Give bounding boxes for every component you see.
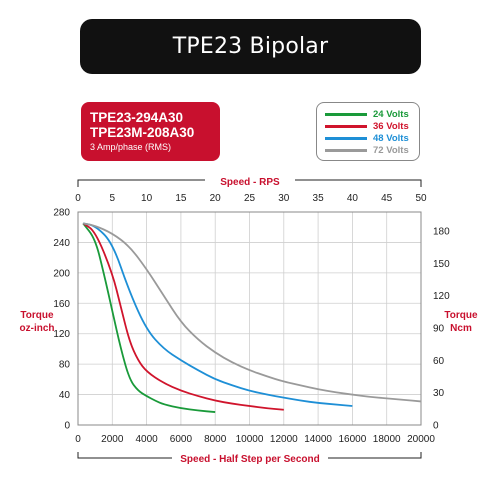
series-line bbox=[82, 222, 422, 403]
x-top-tick-label: 0 bbox=[75, 193, 81, 204]
model-rating: 3 Amp/phase (RMS) bbox=[90, 142, 172, 152]
bottom-axis-label: Speed - Half Step per Second bbox=[180, 454, 319, 465]
y-right-tick-label: 150 bbox=[433, 259, 450, 270]
y-left-tick-label: 240 bbox=[53, 238, 70, 249]
y-left-tick-label: 160 bbox=[53, 299, 70, 310]
y-left-tick-label: 0 bbox=[64, 421, 70, 432]
legend-swatch bbox=[325, 112, 367, 116]
y-right-tick-label: 60 bbox=[433, 356, 445, 367]
y-left-tick-label: 280 bbox=[53, 208, 70, 219]
x-top-tick-label: 20 bbox=[210, 193, 222, 204]
legend-label: 36 Volts bbox=[373, 120, 409, 132]
bottom-axis-bracket-left bbox=[77, 452, 172, 459]
right-axis-label-line1: Torque bbox=[444, 310, 478, 321]
legend-label: 48 Volts bbox=[373, 132, 409, 144]
legend-swatch bbox=[325, 148, 367, 152]
series-line bbox=[82, 222, 216, 413]
legend-swatch bbox=[325, 136, 367, 140]
model-line-2: TPE23M-208A30 bbox=[90, 125, 195, 140]
y-left-tick-label: 200 bbox=[53, 268, 70, 279]
legend-item: 72 Volts bbox=[325, 144, 409, 156]
y-left-tick-label: 40 bbox=[59, 390, 71, 401]
model-line-1: TPE23-294A30 bbox=[90, 110, 184, 125]
legend-item: 24 Volts bbox=[325, 108, 409, 120]
x-top-tick-label: 50 bbox=[415, 193, 427, 204]
x-top-tick-label: 45 bbox=[381, 193, 393, 204]
left-axis-label-line1: Torque bbox=[20, 310, 54, 321]
y-right-tick-label: 180 bbox=[433, 227, 450, 238]
x-top-tick-label: 40 bbox=[347, 193, 359, 204]
x-bottom-tick-label: 6000 bbox=[170, 434, 193, 445]
x-bottom-tick-label: 20000 bbox=[407, 434, 435, 445]
x-bottom-tick-label: 2000 bbox=[101, 434, 124, 445]
y-right-tick-label: 120 bbox=[433, 291, 450, 302]
legend-item: 48 Volts bbox=[325, 132, 409, 144]
x-bottom-tick-label: 16000 bbox=[338, 434, 366, 445]
top-axis-bracket-left bbox=[77, 179, 205, 187]
x-top-tick-label: 15 bbox=[175, 193, 187, 204]
x-top-tick-label: 25 bbox=[244, 193, 256, 204]
x-top-tick-label: 30 bbox=[278, 193, 290, 204]
x-bottom-tick-label: 4000 bbox=[135, 434, 158, 445]
y-left-tick-label: 80 bbox=[59, 360, 71, 371]
legend-label: 72 Volts bbox=[373, 144, 409, 156]
legend-swatch bbox=[325, 124, 367, 128]
x-bottom-tick-label: 14000 bbox=[304, 434, 332, 445]
x-bottom-tick-label: 10000 bbox=[236, 434, 264, 445]
series-line bbox=[82, 222, 353, 407]
x-top-tick-label: 5 bbox=[110, 193, 116, 204]
y-right-tick-label: 90 bbox=[433, 324, 445, 335]
top-axis-label: Speed - RPS bbox=[220, 177, 280, 188]
y-right-tick-label: 0 bbox=[433, 421, 439, 432]
legend-label: 24 Volts bbox=[373, 108, 409, 120]
top-axis-bracket-right bbox=[295, 179, 422, 187]
y-left-tick-label: 120 bbox=[53, 329, 70, 340]
title-banner: TPE23 Bipolar bbox=[80, 19, 421, 74]
x-bottom-tick-label: 8000 bbox=[204, 434, 227, 445]
series-line bbox=[82, 222, 284, 411]
chart-legend: 24 Volts 36 Volts 48 Volts 72 Volts bbox=[316, 102, 420, 161]
chart-title: TPE23 Bipolar bbox=[172, 34, 329, 59]
x-bottom-tick-label: 0 bbox=[75, 434, 81, 445]
right-axis-label-line2: Ncm bbox=[450, 323, 472, 334]
model-info-box: TPE23-294A30 TPE23M-208A30 3 Amp/phase (… bbox=[81, 102, 220, 161]
x-bottom-tick-label: 12000 bbox=[270, 434, 298, 445]
plot-frame bbox=[77, 211, 422, 426]
x-top-tick-label: 35 bbox=[313, 193, 325, 204]
left-axis-label-line2: oz-inch bbox=[20, 323, 55, 334]
x-bottom-tick-label: 18000 bbox=[373, 434, 401, 445]
bottom-axis-bracket-right bbox=[328, 452, 422, 459]
x-top-tick-label: 10 bbox=[141, 193, 153, 204]
legend-item: 36 Volts bbox=[325, 120, 409, 132]
y-right-tick-label: 30 bbox=[433, 388, 445, 399]
